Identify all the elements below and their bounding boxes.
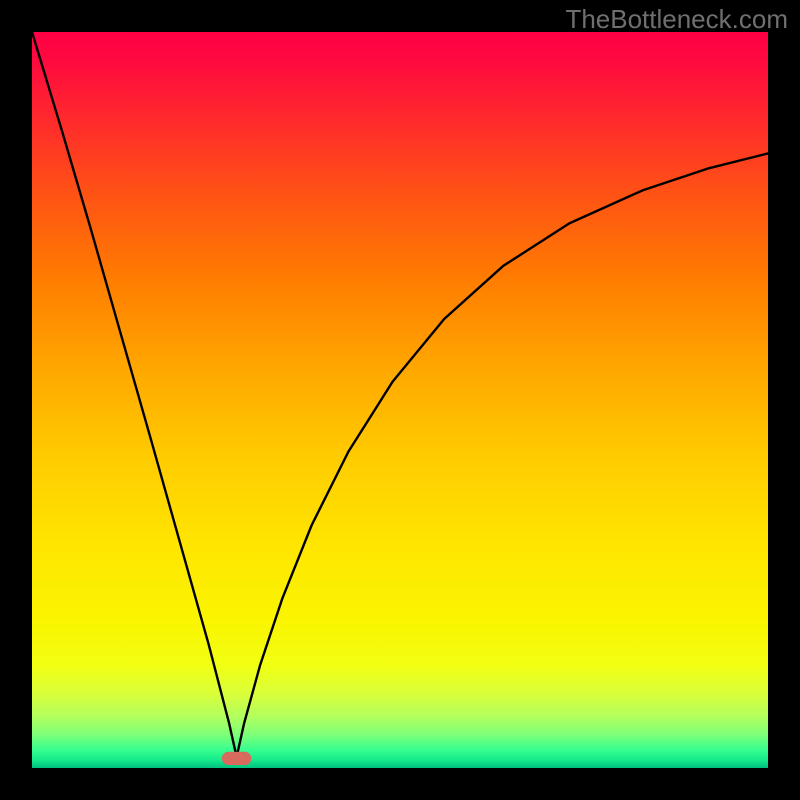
- vertex-marker: [222, 752, 251, 765]
- bottleneck-chart: [0, 0, 800, 800]
- chart-container: TheBottleneck.com: [0, 0, 800, 800]
- watermark-text: TheBottleneck.com: [565, 4, 788, 35]
- plot-background: [32, 32, 768, 768]
